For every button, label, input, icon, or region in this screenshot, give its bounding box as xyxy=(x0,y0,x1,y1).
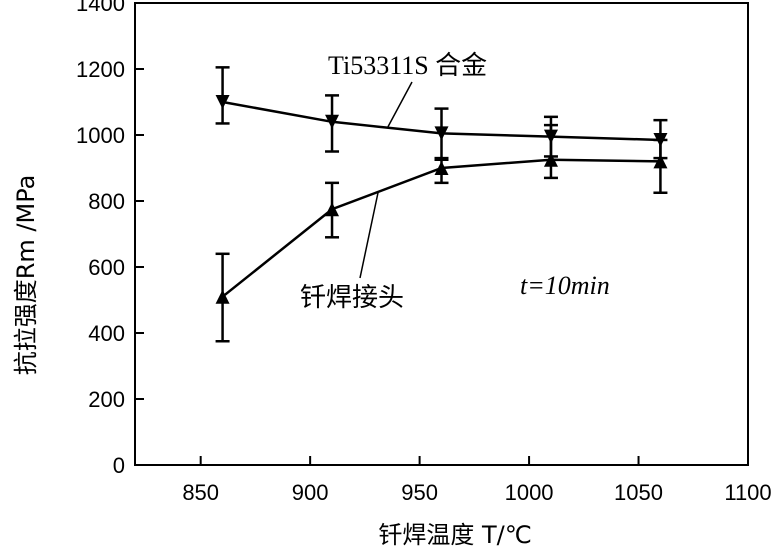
data-point xyxy=(215,95,230,109)
x-axis-title: 钎焊温度 T/℃ xyxy=(378,521,531,549)
data-point xyxy=(434,161,449,175)
y-tick-label: 0 xyxy=(113,453,125,478)
y-tick-label: 200 xyxy=(88,387,125,412)
y-axis-title: 抗拉强度Rm /MPa xyxy=(12,175,40,376)
series-1 xyxy=(215,66,668,160)
joint-series-label: 钎焊接头 xyxy=(300,283,404,313)
time-annotation: t=10min xyxy=(520,271,610,300)
data-point xyxy=(325,114,340,129)
y-tick-label: 800 xyxy=(88,189,125,214)
x-tick-label: 900 xyxy=(292,480,329,505)
annotations: Ti53311S 合金 钎焊接头 t=10min xyxy=(300,51,610,313)
y-tick-label: 1400 xyxy=(76,0,125,16)
data-point xyxy=(543,152,558,167)
x-tick-label: 950 xyxy=(401,480,438,505)
data-point xyxy=(215,289,230,304)
y-ticks: 0 200 400 600 800 1000 1200 1400 xyxy=(76,0,144,478)
x-tick-label: 1100 xyxy=(724,480,771,505)
data-point xyxy=(653,154,668,169)
series-2 xyxy=(215,123,668,343)
x-tick-label: 1000 xyxy=(505,480,554,505)
x-tick-label: 850 xyxy=(182,480,219,505)
y-tick-label: 1000 xyxy=(76,123,125,148)
alloy-leader-line xyxy=(387,81,413,128)
y-tick-label: 600 xyxy=(88,255,125,280)
axes xyxy=(134,2,749,466)
y-tick-label: 400 xyxy=(88,321,125,346)
x-tick-label: 1050 xyxy=(614,480,663,505)
y-tick-label: 1200 xyxy=(76,57,125,82)
plot-frame xyxy=(134,2,749,466)
series-layer xyxy=(215,66,668,343)
data-point xyxy=(325,202,340,217)
alloy-series-label: Ti53311S 合金 xyxy=(328,51,487,80)
joint-leader-line xyxy=(359,192,379,279)
data-point xyxy=(434,126,449,141)
x-ticks: 850 900 950 1000 1050 1100 xyxy=(182,456,772,505)
